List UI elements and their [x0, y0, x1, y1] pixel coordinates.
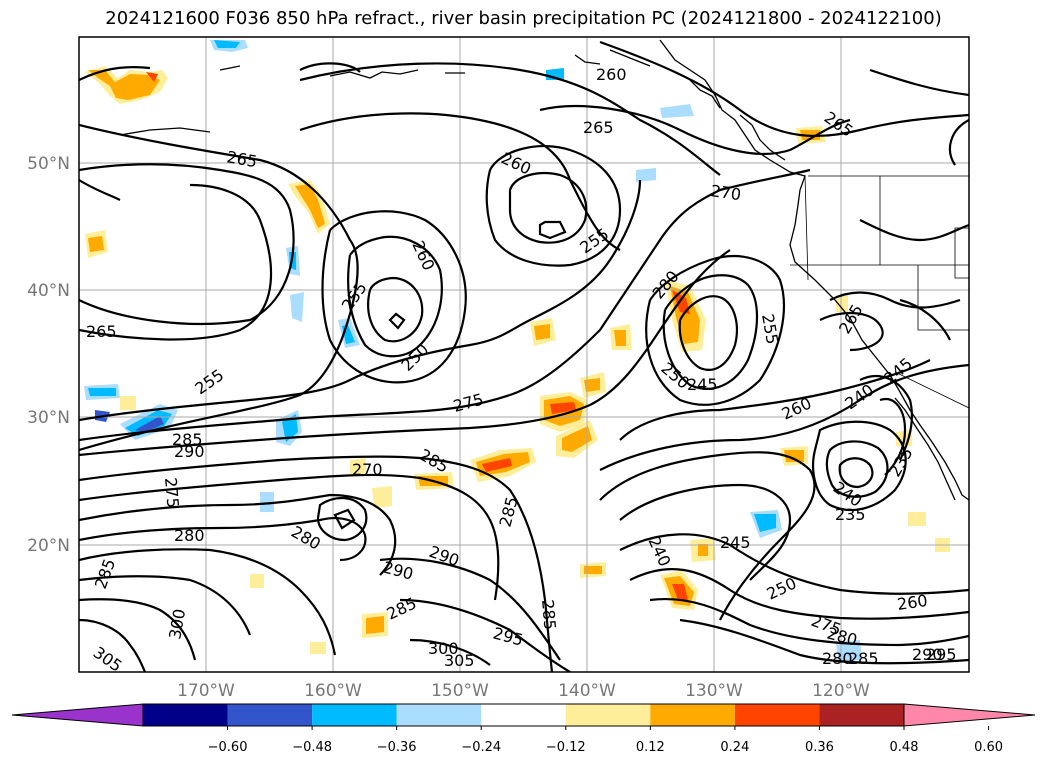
contour-label: 240	[644, 534, 674, 570]
contour-label: 250	[397, 340, 432, 375]
lon-label: 150°W	[431, 681, 489, 701]
contour-label: 285	[538, 599, 560, 631]
lon-label: 170°W	[177, 681, 235, 701]
contour-label: 280	[288, 522, 324, 554]
contour-label: 235	[835, 505, 866, 524]
colorbar-tick-label: 0.12	[636, 740, 665, 755]
contour-label: 245	[880, 354, 916, 388]
contour-label: 290	[912, 645, 943, 664]
contour-label: 255	[191, 365, 227, 398]
contour-label: 265	[583, 118, 614, 137]
contour-label: 285	[848, 649, 879, 668]
colorbar-swatch	[565, 704, 651, 726]
lat-label: 30°N	[27, 408, 70, 428]
contour-label: 265	[225, 147, 258, 171]
colorbar-tick-label: −0.48	[292, 740, 332, 755]
contour-label: 285	[416, 445, 452, 477]
contour-label: 245	[720, 533, 751, 552]
contour-label: 260	[408, 238, 438, 274]
colorbar: −0.60 −0.48 −0.36 −0.24 −0.12 0.12 0.24 0.36 0.4…	[11, 703, 1036, 755]
contour-label: 280	[174, 526, 205, 545]
contour-label: 260	[498, 148, 534, 178]
colorbar-tick-label: −0.60	[208, 740, 248, 755]
contour-label: 235	[885, 444, 917, 480]
contour-label: 270	[352, 460, 383, 479]
contour-label: 300	[428, 639, 459, 658]
contour-label: 260	[896, 591, 929, 614]
refractivity-contours	[79, 40, 969, 672]
colorbar-frame	[142, 703, 905, 727]
colorbar-tick-label: 0.48	[890, 740, 919, 755]
colorbar-tick-label: −0.12	[546, 740, 586, 755]
contour-label: 280	[825, 624, 859, 650]
contour-label: 295	[926, 645, 957, 664]
contour-label: 280	[822, 649, 853, 668]
contour-label: 245	[687, 375, 718, 394]
lat-label: 20°N	[27, 536, 70, 556]
contour-label: 290	[427, 542, 462, 570]
lon-label: 140°W	[558, 681, 616, 701]
colorbar-swatch	[819, 704, 904, 726]
contour-label: 265	[86, 322, 117, 341]
contour-label: 285	[91, 556, 119, 591]
longitude-labels: 170°W 160°W 150°W 140°W 130°W 120°W	[177, 681, 870, 701]
contour-label: 285	[172, 430, 203, 449]
colorbar-swatch	[312, 704, 397, 726]
colorbar-tick-label: −0.36	[377, 740, 417, 755]
colorbar-swatch	[143, 704, 228, 726]
colorbar-swatch	[227, 704, 313, 726]
contour-label: 275	[161, 477, 183, 509]
colorbar-swatch	[481, 704, 566, 726]
lat-label: 40°N	[27, 281, 70, 301]
colorbar-tick-label: 0.24	[720, 740, 749, 755]
contour-label: 295	[491, 624, 525, 650]
lat-label: 50°N	[27, 154, 70, 174]
contour-label: 260	[779, 393, 815, 423]
contour-label: 260	[596, 65, 627, 84]
map-frame	[78, 36, 970, 673]
latitude-labels: 50°N 40°N 30°N 20°N	[27, 154, 70, 556]
colorbar-swatch	[396, 704, 482, 726]
contour-label: 305	[444, 651, 475, 670]
contour-label: 285	[384, 593, 420, 623]
lon-label: 160°W	[304, 681, 362, 701]
graticule	[79, 37, 969, 672]
contour-label: 255	[758, 312, 782, 345]
contour-label: 290	[381, 558, 415, 584]
lon-label: 120°W	[812, 681, 870, 701]
colorbar-tick-label: 0.60	[974, 740, 1003, 755]
contour-label: 305	[90, 643, 126, 676]
coastlines	[119, 39, 969, 501]
colorbar-tick-label: 0.36	[805, 740, 834, 755]
colorbar-swatch	[903, 703, 1036, 727]
contour-label: 255	[576, 224, 612, 257]
contour-label: 290	[174, 442, 205, 461]
contour-label: 270	[709, 181, 742, 204]
lon-label: 130°W	[685, 681, 743, 701]
contour-label: 275	[451, 390, 485, 416]
colorbar-swatch	[734, 704, 820, 726]
colorbar-swatch	[650, 704, 735, 726]
colorbar-tick-label: −0.24	[461, 740, 501, 755]
contour-label: 285	[496, 495, 522, 529]
colorbar-swatch	[11, 703, 144, 727]
map-title: 2024121600 F036 850 hPa refract., river …	[105, 8, 942, 29]
contour-label: 255	[338, 278, 371, 314]
contour-labels: 260 265 265 265 260 270 265 265 255 260 …	[86, 65, 957, 676]
